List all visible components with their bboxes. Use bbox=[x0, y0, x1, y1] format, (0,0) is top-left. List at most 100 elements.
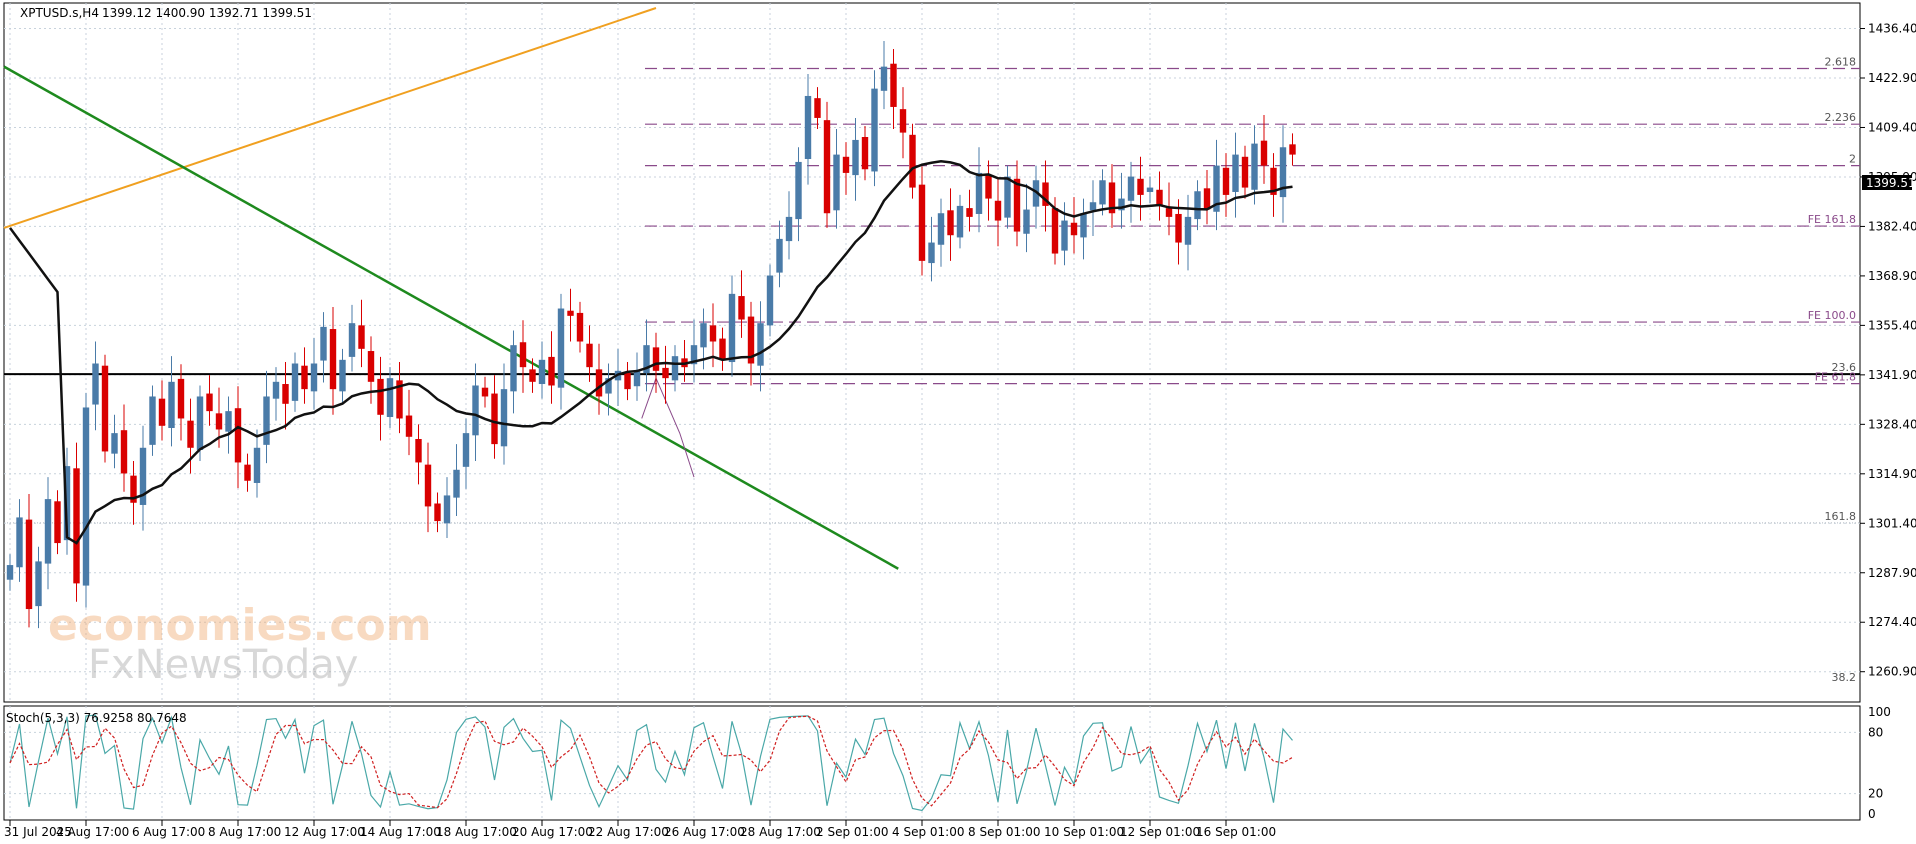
candle-body bbox=[101, 365, 109, 452]
candle-body bbox=[443, 495, 451, 524]
time-tick-label: 8 Aug 17:00 bbox=[208, 825, 281, 839]
fib-label: FE 61.8 bbox=[1815, 371, 1856, 384]
candle-body bbox=[833, 154, 840, 211]
candle-body bbox=[92, 363, 99, 405]
candle-body bbox=[700, 323, 707, 348]
candle-body bbox=[1270, 167, 1277, 195]
time-tick-label: 16 Sep 01:00 bbox=[1196, 825, 1276, 839]
time-tick-label: 8 Sep 01:00 bbox=[968, 825, 1040, 839]
candle-body bbox=[358, 325, 365, 349]
fib-label: 2.236 bbox=[1825, 111, 1857, 124]
price-tick-label: 1436.40 bbox=[1868, 22, 1916, 36]
price-tick-label: 1314.90 bbox=[1868, 467, 1916, 481]
candle-body bbox=[871, 88, 878, 172]
candle-body bbox=[1051, 208, 1059, 254]
price-tick-label: 1328.40 bbox=[1868, 417, 1916, 431]
price-tick-label: 1260.90 bbox=[1868, 665, 1916, 679]
candle-body bbox=[966, 208, 973, 217]
candle-body bbox=[301, 365, 308, 390]
candle-body bbox=[82, 407, 90, 586]
candle-body bbox=[1032, 180, 1040, 207]
candle-body bbox=[415, 438, 422, 463]
candle-body bbox=[595, 369, 603, 397]
price-tick-label: 1409.40 bbox=[1868, 120, 1916, 134]
candle-body bbox=[548, 356, 555, 386]
candle-body bbox=[1099, 180, 1106, 205]
candle-body bbox=[500, 389, 508, 447]
time-tick-label: 26 Aug 17:00 bbox=[664, 825, 745, 839]
time-tick-label: 4 Sep 01:00 bbox=[892, 825, 964, 839]
candle-body bbox=[576, 312, 584, 342]
candle-body bbox=[139, 447, 147, 505]
stoch-tick-label: 0 bbox=[1868, 807, 1876, 821]
candle-body bbox=[842, 156, 850, 173]
candle-body bbox=[928, 242, 935, 264]
candle-body bbox=[462, 433, 470, 467]
time-tick-label: 22 Aug 17:00 bbox=[588, 825, 669, 839]
candle-body bbox=[662, 367, 669, 379]
candle-body bbox=[168, 381, 175, 428]
time-tick-label: 12 Aug 17:00 bbox=[284, 825, 365, 839]
current-price-label: 1399.51 bbox=[1866, 176, 1916, 190]
time-tick-label: 14 Aug 17:00 bbox=[360, 825, 441, 839]
candle-body bbox=[396, 380, 403, 419]
candle-body bbox=[557, 308, 565, 388]
candle-body bbox=[472, 385, 479, 436]
fib-label: 23.6 bbox=[1832, 361, 1857, 374]
candle-body bbox=[909, 134, 916, 188]
candle-body bbox=[861, 137, 869, 170]
candle-body bbox=[1165, 208, 1173, 217]
trendlines bbox=[3, 7, 899, 570]
candle-body bbox=[130, 475, 137, 503]
candle-body bbox=[624, 373, 631, 390]
candle-body bbox=[918, 184, 926, 261]
fib-label: FE 100.0 bbox=[1808, 309, 1856, 322]
watermark-line-2: FxNewsToday bbox=[88, 642, 358, 688]
candle-body bbox=[728, 293, 736, 363]
price-tick-label: 1355.40 bbox=[1868, 318, 1916, 332]
candle-body bbox=[633, 370, 641, 387]
candle-body bbox=[1222, 167, 1230, 195]
candle-body bbox=[1108, 182, 1116, 214]
candle-body bbox=[738, 296, 745, 320]
candle-body bbox=[814, 98, 821, 118]
time-tick-label: 6 Aug 17:00 bbox=[132, 825, 205, 839]
candle-body bbox=[880, 66, 888, 91]
candle-body bbox=[776, 238, 783, 273]
green-trendline bbox=[3, 65, 899, 570]
candle-body bbox=[1089, 202, 1097, 211]
candle-body bbox=[1279, 147, 1287, 198]
candle-body bbox=[643, 345, 650, 374]
candle-body bbox=[234, 408, 242, 463]
candle-body bbox=[291, 363, 299, 401]
time-tick-label: 10 Sep 01:00 bbox=[1044, 825, 1124, 839]
candle-body bbox=[339, 359, 346, 392]
candle-body bbox=[1194, 191, 1201, 220]
stoch-tick-label: 80 bbox=[1868, 725, 1883, 739]
candle-body bbox=[377, 378, 384, 415]
candle-body bbox=[1070, 222, 1078, 236]
candle-body bbox=[1260, 140, 1268, 166]
price-panel-frame bbox=[3, 2, 1861, 703]
candle-body bbox=[44, 499, 52, 564]
candle-body bbox=[899, 109, 907, 133]
candle-body bbox=[6, 565, 14, 580]
candle-body bbox=[244, 464, 251, 481]
candle-body bbox=[937, 213, 945, 245]
price-tick-label: 1422.90 bbox=[1868, 71, 1916, 85]
candle-body bbox=[73, 468, 80, 584]
candle-body bbox=[1251, 143, 1258, 190]
candle-body bbox=[320, 326, 327, 361]
candle-body bbox=[25, 519, 33, 610]
candle-body bbox=[1127, 176, 1135, 201]
candle-body bbox=[481, 387, 489, 397]
price-tick-label: 1301.40 bbox=[1868, 516, 1916, 530]
candle-body bbox=[225, 411, 232, 432]
candle-body bbox=[671, 356, 679, 381]
candle-body bbox=[63, 466, 71, 541]
candle-body bbox=[367, 351, 375, 382]
watermark-line-1: economies.com bbox=[48, 600, 432, 651]
